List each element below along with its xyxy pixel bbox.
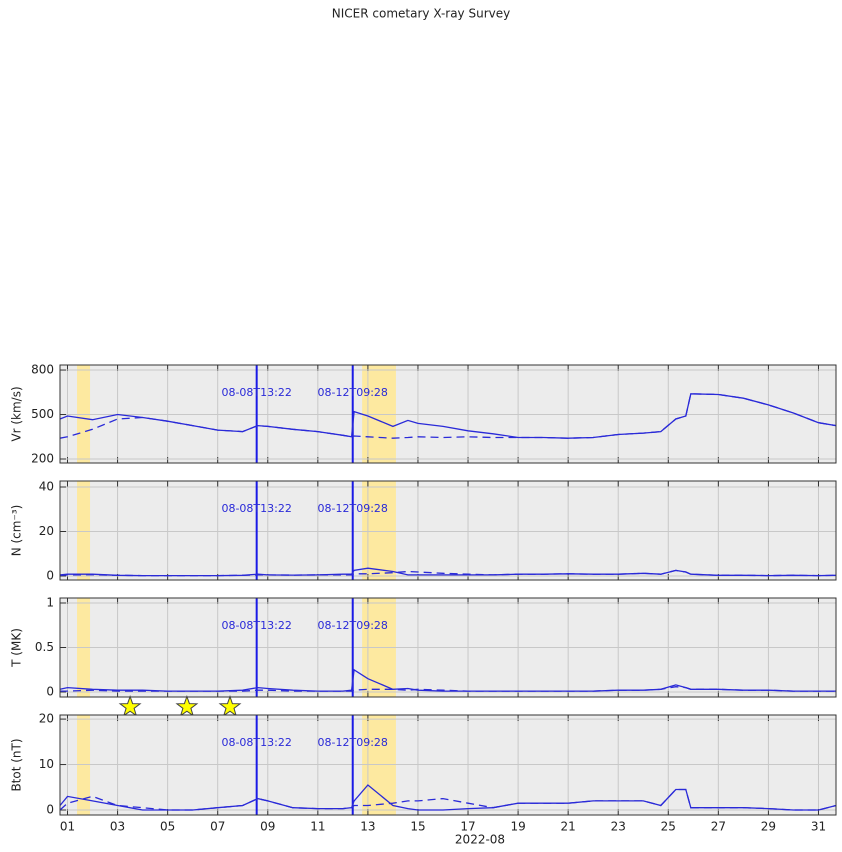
- y-axis-label: N (cm⁻³): [10, 505, 24, 557]
- panel-frame: [59, 364, 837, 464]
- y-tick-label: 500: [31, 407, 54, 421]
- y-axis-label: T (MK): [10, 628, 24, 668]
- shaded-interval: [362, 365, 396, 463]
- series-line: [59, 784, 837, 811]
- y-tick-label: 0: [46, 568, 54, 582]
- x-tick-label: 05: [160, 820, 175, 834]
- star-marker: [175, 694, 199, 717]
- shaded-interval: [362, 481, 396, 580]
- event-label: 08-08T13:22: [221, 386, 291, 399]
- star-marker: [118, 694, 142, 717]
- series-line: [59, 668, 836, 692]
- event-label: 08-08T13:22: [221, 502, 291, 515]
- y-tick-label: 20: [39, 524, 54, 538]
- x-tick-label: 11: [310, 820, 325, 834]
- y-tick-label: 20: [39, 712, 54, 726]
- shaded-interval: [77, 365, 91, 463]
- y-tick-label: 10: [39, 757, 54, 771]
- x-tick-label: 17: [460, 820, 475, 834]
- x-tick-label: 27: [711, 820, 726, 834]
- x-tick-label: 31: [811, 820, 826, 834]
- x-tick-label: 25: [661, 820, 676, 834]
- x-tick-label: 23: [611, 820, 626, 834]
- series-line: [59, 393, 837, 439]
- x-tick-label: 01: [60, 820, 75, 834]
- event-label: 08-12T09:28: [318, 619, 388, 632]
- y-axis-label: Btot (nT): [10, 738, 24, 791]
- x-tick-label: 13: [360, 820, 375, 834]
- series-line: [59, 567, 837, 577]
- x-tick-label: 21: [561, 820, 576, 834]
- y-tick-label: 1: [46, 595, 54, 609]
- x-tick-label: 19: [510, 820, 525, 834]
- star-marker: [218, 694, 242, 717]
- y-tick-label: 0: [46, 803, 54, 817]
- panel-frame: [59, 480, 837, 581]
- chart-title: NICER cometary X-ray Survey: [332, 7, 510, 21]
- y-axis-label: Vr (km/s): [10, 386, 24, 441]
- y-tick-label: 40: [39, 480, 54, 494]
- y-tick-label: 0.5: [35, 640, 54, 654]
- panel-background: [60, 481, 836, 580]
- panel-frame: [59, 597, 837, 698]
- x-tick-label: 29: [761, 820, 776, 834]
- panel-background: [60, 365, 836, 463]
- y-tick-label: 800: [31, 363, 54, 377]
- x-tick-label: 03: [110, 820, 125, 834]
- event-label: 08-08T13:22: [221, 736, 291, 749]
- x-tick-label: 09: [260, 820, 275, 834]
- y-tick-label: 200: [31, 451, 54, 465]
- event-label: 08-12T09:28: [318, 736, 388, 749]
- y-tick-label: 0: [46, 685, 54, 699]
- panel-frame: [59, 714, 837, 816]
- event-label: 08-12T09:28: [318, 386, 388, 399]
- event-label: 08-12T09:28: [318, 502, 388, 515]
- x-axis-label: 2022-08: [455, 833, 505, 847]
- x-tick-label: 15: [410, 820, 425, 834]
- x-tick-label: 07: [210, 820, 225, 834]
- shaded-interval: [77, 481, 91, 580]
- event-label: 08-08T13:22: [221, 619, 291, 632]
